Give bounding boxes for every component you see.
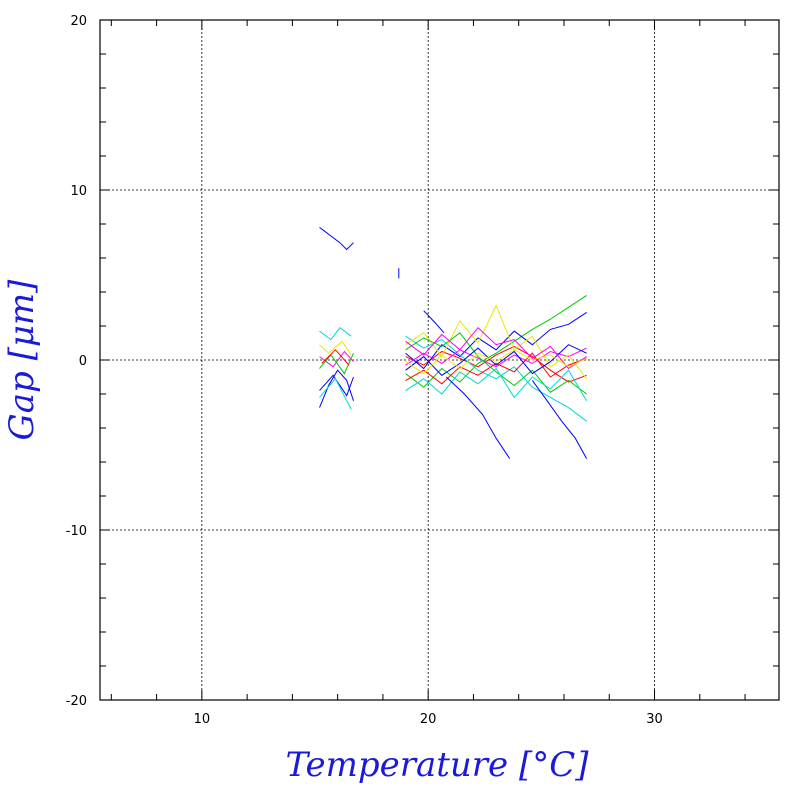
series-line-3 [319,350,354,368]
series-line-6 [321,349,350,366]
series-line-14 [405,311,587,370]
y-tick-labels: -20 -10 0 10 20 [66,14,87,709]
series-line-18 [405,352,587,385]
y-tick-label: 0 [79,354,87,369]
x-tick-label: 20 [420,712,437,727]
y-axis-label: Gap [μm] [2,279,42,441]
series-line-5 [319,352,354,375]
series-line-12 [405,345,587,383]
y-tick-label: -20 [66,694,87,709]
series-line-13 [405,294,587,388]
x-tick-labels: 10 20 30 [194,712,663,727]
plot-frame [99,19,780,701]
series-line-22 [405,326,587,370]
series-line-23 [405,349,587,375]
series-line-25 [531,380,588,459]
series-line-1 [319,369,354,408]
series-line-21 [405,367,588,402]
y-tick-label: 10 [70,184,87,199]
grid-lines [100,20,779,700]
x-tick-label: 10 [194,712,211,727]
series-line-4 [319,340,352,356]
series-line-24 [445,376,511,459]
series-line-8 [319,377,352,410]
series-line-20 [405,344,587,376]
y-tick-label: -10 [66,524,87,539]
series-line-15 [405,335,587,422]
series-line-7 [319,374,354,397]
series-line-17 [405,304,587,380]
series-group [319,226,588,459]
x-tick-label: 30 [646,712,663,727]
series-line-19 [405,332,587,395]
y-tick-label: 20 [70,14,87,29]
series-line-11 [423,310,445,334]
series-line-2 [319,327,352,341]
series-line-9 [319,226,354,251]
x-axis-label: Temperature [°C] [285,745,589,785]
